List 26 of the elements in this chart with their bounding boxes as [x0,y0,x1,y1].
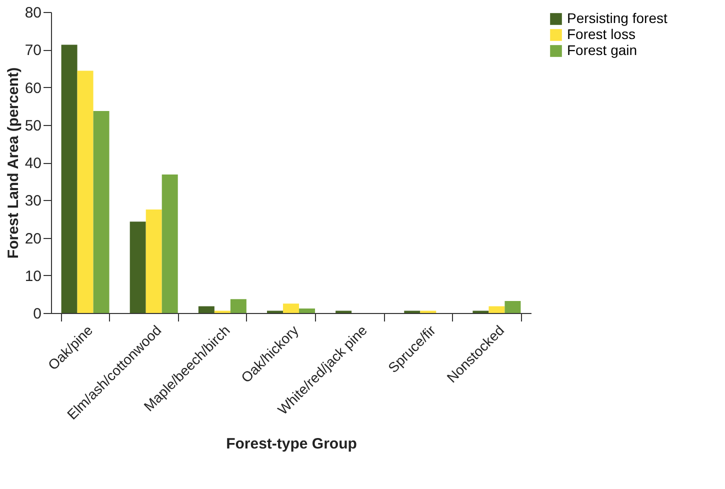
legend-label: Forest loss [567,26,636,42]
y-tick-label: 10 [24,268,42,285]
y-tick-label: 30 [24,192,42,210]
y-tick-label: 80 [24,4,42,22]
y-tick-label: 60 [24,80,42,97]
legend-label: Persisting forest [567,10,668,26]
bar [230,299,246,313]
x-axis-title: Forest-type Group [226,436,357,453]
legend-label: Forest gain [567,42,638,58]
bar [146,210,162,313]
bar [61,44,78,313]
bar [299,308,315,313]
y-axis-title: Forest Land Area (percent) [4,67,22,259]
y-tick-label: 50 [24,117,42,134]
y-tick-label: 20 [24,230,42,248]
bar [488,306,505,313]
bar [93,110,110,313]
y-tick-label: 0 [33,306,42,322]
bar [198,306,214,313]
y-tick-label: 70 [24,42,42,60]
bar [504,300,521,313]
bar [162,174,178,313]
y-tick-label: 40 [24,155,42,172]
bar [283,304,299,313]
bar [130,222,146,313]
bar [77,70,94,313]
